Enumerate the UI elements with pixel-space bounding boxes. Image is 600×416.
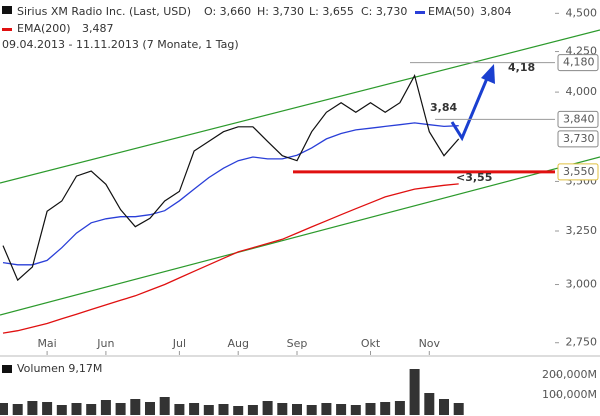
trend-line bbox=[0, 29, 600, 184]
ohlc-close: C: 3,730 bbox=[361, 5, 407, 18]
x-tick-label: Jul bbox=[172, 337, 186, 350]
ema-line bbox=[2, 183, 459, 334]
ema-line bbox=[2, 122, 459, 266]
volume-bar bbox=[262, 401, 273, 415]
ohlc-low: L: 3,655 bbox=[309, 5, 354, 18]
ohlc-high: H: 3,730 bbox=[257, 5, 304, 18]
volume-bar bbox=[42, 402, 53, 415]
x-tick-label: Jun bbox=[96, 337, 114, 350]
volume-bar bbox=[86, 404, 97, 415]
annotation: <3,55 bbox=[456, 171, 492, 184]
volume-bar bbox=[218, 404, 229, 415]
volume-bar bbox=[321, 403, 332, 415]
volume-bar bbox=[292, 404, 302, 415]
level-label: 3,730 bbox=[563, 132, 595, 145]
y-tick-label: 200,000M bbox=[542, 368, 597, 381]
volume-bar bbox=[365, 403, 376, 415]
legend-value: 3,804 bbox=[480, 5, 512, 18]
x-tick-label: Mai bbox=[37, 337, 56, 350]
annotation: 3,84 bbox=[430, 101, 457, 114]
y-tick-label: 100,000M bbox=[542, 388, 597, 401]
level-label: 4,180 bbox=[563, 56, 595, 69]
level-label: 3,550 bbox=[563, 165, 595, 178]
volume-bar bbox=[247, 405, 258, 415]
volume-bar bbox=[12, 404, 23, 415]
level-box bbox=[557, 163, 599, 181]
volume-bar bbox=[71, 403, 82, 415]
annotation: 4,18 bbox=[508, 61, 535, 74]
volume-bar bbox=[453, 403, 464, 415]
volume-bar bbox=[174, 404, 185, 415]
volume-label: Volumen 9,17M bbox=[17, 362, 102, 375]
volume-bar bbox=[439, 399, 449, 415]
legend-label: EMA(200) bbox=[17, 22, 71, 35]
volume-bar bbox=[56, 405, 67, 415]
y-tick-label: 4,000 bbox=[566, 85, 598, 98]
legend-icon bbox=[2, 6, 12, 14]
legend-label: EMA(50) bbox=[428, 5, 475, 18]
volume-bar bbox=[277, 403, 288, 415]
volume-bar bbox=[380, 402, 391, 415]
x-tick-label: Nov bbox=[419, 337, 441, 350]
volume-bar bbox=[394, 401, 405, 415]
x-tick-label: Aug bbox=[227, 337, 248, 350]
x-tick-label: Sep bbox=[287, 337, 308, 350]
volume-bar bbox=[27, 401, 38, 415]
level-label: 3,840 bbox=[563, 112, 595, 125]
volume-bar bbox=[189, 403, 200, 415]
trend-line bbox=[0, 156, 600, 316]
volume-bar bbox=[409, 369, 420, 415]
forecast-arrow bbox=[450, 75, 490, 142]
volume-bar bbox=[233, 406, 244, 415]
volume-bar bbox=[0, 403, 8, 415]
volume-bar bbox=[145, 402, 155, 415]
volume-bar bbox=[336, 404, 347, 415]
y-tick-label: 4,500 bbox=[566, 6, 598, 19]
y-tick-label: 3,000 bbox=[566, 278, 598, 291]
legend-value: 3,487 bbox=[82, 22, 114, 35]
level-box bbox=[557, 54, 599, 72]
volume-bar bbox=[203, 405, 214, 415]
arrow-head bbox=[481, 64, 495, 84]
level-box bbox=[557, 110, 599, 128]
y-tick-label: 3,250 bbox=[566, 224, 598, 237]
price-line bbox=[2, 73, 460, 282]
x-tick-label: Okt bbox=[361, 337, 381, 350]
chart-title: Sirius XM Radio Inc. (Last, USD) bbox=[17, 5, 191, 18]
volume-bar bbox=[130, 399, 141, 415]
legend-icon bbox=[2, 28, 12, 31]
volume-bar bbox=[350, 405, 361, 415]
y-tick-label: 2,750 bbox=[566, 336, 598, 349]
ohlc-open: O: 3,660 bbox=[204, 5, 251, 18]
period: 09.04.2013 - 11.11.2013 (7 Monate, 1 Tag… bbox=[2, 38, 239, 51]
volume-bar bbox=[306, 405, 317, 415]
volume-bar bbox=[159, 397, 170, 415]
volume-bar bbox=[100, 400, 111, 415]
volume-bar bbox=[115, 403, 126, 415]
level-box bbox=[557, 130, 599, 148]
legend-icon bbox=[415, 11, 425, 14]
volume-bar bbox=[424, 393, 435, 415]
legend-icon bbox=[2, 365, 12, 373]
